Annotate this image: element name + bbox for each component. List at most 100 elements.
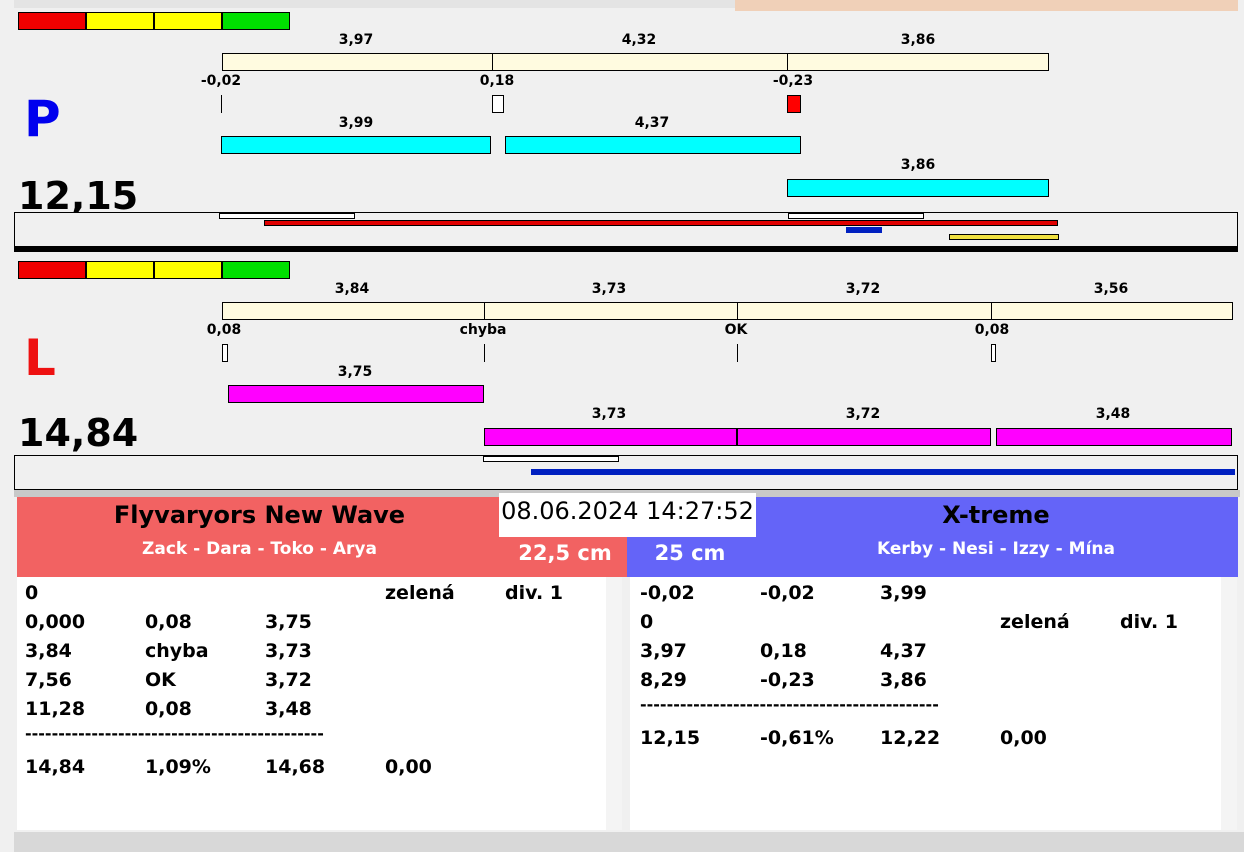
table-cell: 4,37 bbox=[880, 640, 927, 662]
marker-line bbox=[484, 344, 485, 362]
table-cell: 0 bbox=[25, 582, 39, 604]
status-segment bbox=[154, 12, 222, 30]
lap-divider bbox=[991, 302, 992, 320]
team-name: Flyvaryors New Wave bbox=[113, 501, 406, 529]
bar-label: 3,73 bbox=[591, 281, 627, 297]
table-cell: 7,56 bbox=[25, 669, 72, 691]
table-cell: -0,23 bbox=[760, 669, 815, 691]
status-segment bbox=[222, 12, 290, 30]
table-cell: div. 1 bbox=[1120, 611, 1179, 633]
bar-label: 3,86 bbox=[900, 32, 936, 48]
bar-label: 3,84 bbox=[334, 281, 370, 297]
table-cell: 3,75 bbox=[265, 611, 312, 633]
log-table bbox=[630, 577, 1237, 830]
lap-divider bbox=[492, 53, 493, 71]
panel-letter: P bbox=[24, 90, 61, 148]
lap-divider bbox=[737, 302, 738, 320]
split-bar bbox=[221, 136, 491, 154]
status-segment bbox=[154, 261, 222, 279]
table-cell: zelená bbox=[385, 582, 455, 604]
marker-box bbox=[991, 344, 996, 362]
bar-label: 0,08 bbox=[974, 322, 1010, 338]
table-cell: chyba bbox=[145, 640, 209, 662]
team-distance: 22,5 cm bbox=[518, 541, 612, 565]
lap-bar bbox=[222, 53, 1049, 71]
bar-label: OK bbox=[724, 322, 748, 338]
table-cell: 3,99 bbox=[880, 582, 927, 604]
split-bar bbox=[737, 428, 991, 446]
split-bar bbox=[505, 136, 801, 154]
marker-line bbox=[737, 344, 738, 362]
table-cell: 3,86 bbox=[880, 669, 927, 691]
marker-box bbox=[787, 95, 801, 113]
bar-label: 3,99 bbox=[338, 115, 374, 131]
split-bar bbox=[484, 428, 737, 446]
timestamp: 08.06.2024 14:27:52 bbox=[499, 493, 756, 537]
bar-label: 3,72 bbox=[845, 281, 881, 297]
bar-label: 3,48 bbox=[1095, 406, 1131, 422]
table-cell: 12,22 bbox=[880, 727, 941, 749]
table-cell: 8,29 bbox=[640, 669, 687, 691]
timeline-frame bbox=[14, 212, 1238, 248]
table-cell: 3,97 bbox=[640, 640, 687, 662]
split-bar bbox=[996, 428, 1232, 446]
panel-total: 12,15 bbox=[18, 174, 139, 218]
split-bar bbox=[787, 179, 1049, 197]
bar-label: -0,02 bbox=[200, 73, 242, 89]
bar-label: 3,56 bbox=[1093, 281, 1129, 297]
table-cell: -0,02 bbox=[640, 582, 695, 604]
timeline-strip bbox=[846, 227, 882, 233]
panel-total: 14,84 bbox=[18, 411, 139, 455]
tab-strip bbox=[0, 0, 735, 8]
table-cell: 11,28 bbox=[25, 698, 86, 720]
table-separator: ----------------------------------------… bbox=[25, 724, 324, 743]
panel-letter: L bbox=[24, 329, 56, 387]
table-cell: 12,15 bbox=[640, 727, 701, 749]
table-cell: -0,02 bbox=[760, 582, 815, 604]
bar-label: 3,73 bbox=[591, 406, 627, 422]
table-cell: OK bbox=[145, 669, 176, 691]
status-segment bbox=[18, 12, 86, 30]
table-cell: zelená bbox=[1000, 611, 1070, 633]
table-cell: 1,09% bbox=[145, 756, 211, 778]
bar-label: -0,23 bbox=[772, 73, 814, 89]
table-cell: 14,68 bbox=[265, 756, 326, 778]
team-members: Kerby - Nesi - Izzy - Mína bbox=[877, 539, 1115, 559]
table-cell: 0,00 bbox=[385, 756, 432, 778]
footer-band bbox=[14, 832, 1244, 852]
table-cell: 3,84 bbox=[25, 640, 72, 662]
timeline-strip bbox=[531, 469, 1235, 475]
bar-label: 0,08 bbox=[206, 322, 242, 338]
lap-bar bbox=[222, 302, 1233, 320]
timeline-strip bbox=[264, 220, 1058, 226]
table-cell: div. 1 bbox=[505, 582, 564, 604]
status-segment bbox=[222, 261, 290, 279]
table-cell: 3,48 bbox=[265, 698, 312, 720]
team-distance: 25 cm bbox=[654, 541, 726, 565]
split-bar bbox=[228, 385, 484, 403]
marker-box bbox=[492, 95, 504, 113]
timeline-strip bbox=[788, 213, 924, 219]
status-segment bbox=[86, 12, 154, 30]
timeline-strip bbox=[483, 456, 619, 462]
peach-strip bbox=[735, 0, 1238, 11]
left-edge bbox=[0, 0, 14, 852]
scrollbar bbox=[1221, 577, 1237, 830]
timeline-strip bbox=[949, 234, 1059, 240]
lap-divider bbox=[787, 53, 788, 71]
bar-label: 0,18 bbox=[479, 73, 515, 89]
scrollbar bbox=[606, 577, 622, 830]
timeline-strip bbox=[219, 213, 355, 219]
bar-label: 3,72 bbox=[845, 406, 881, 422]
table-cell: 0,08 bbox=[145, 698, 192, 720]
bar-label: 3,75 bbox=[337, 364, 373, 380]
table-cell: 14,84 bbox=[25, 756, 86, 778]
panel-divider bbox=[14, 246, 1238, 252]
bar-label: chyba bbox=[459, 322, 507, 338]
marker-box bbox=[222, 344, 228, 362]
log-table bbox=[17, 577, 622, 830]
marker-line bbox=[221, 95, 222, 113]
table-cell: 3,72 bbox=[265, 669, 312, 691]
table-separator: ----------------------------------------… bbox=[640, 695, 939, 714]
table-cell: 0 bbox=[640, 611, 654, 633]
